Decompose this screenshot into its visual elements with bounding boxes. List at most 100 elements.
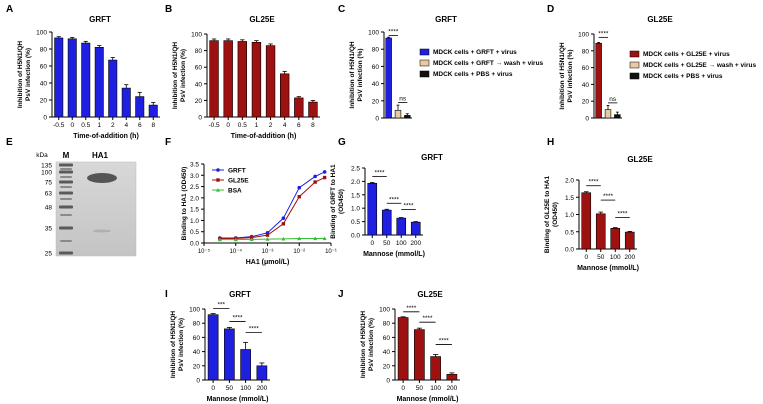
y-axis-label: Inhibition of H5N1/QH bbox=[170, 311, 177, 378]
bar bbox=[209, 40, 219, 118]
chart-title: GL25E bbox=[417, 290, 443, 299]
panel-letter-h: H bbox=[547, 137, 554, 148]
y-tick-label: 40 bbox=[40, 81, 48, 88]
bar bbox=[385, 37, 392, 119]
x-tick-label: 6 bbox=[138, 122, 142, 129]
bar bbox=[397, 317, 409, 381]
significance-label: **** bbox=[588, 179, 599, 186]
significance-label: **** bbox=[617, 211, 628, 218]
x-tick-label: 0 bbox=[211, 385, 215, 392]
x-axis-label: Mannose (mmol/L) bbox=[577, 265, 639, 272]
y-tick-label: 1.5 bbox=[190, 207, 199, 214]
y-axis-label: Inhibition of H5N1/QH bbox=[360, 311, 367, 378]
y-axis-label: PsV infection (%) bbox=[178, 318, 185, 371]
x-tick-label: 200 bbox=[446, 385, 457, 392]
data-point bbox=[249, 237, 254, 241]
legend-swatch bbox=[419, 48, 430, 56]
significance-label: **** bbox=[232, 314, 243, 321]
y-tick-label: 0 bbox=[198, 115, 202, 122]
x-tick-label: 10⁻¹ bbox=[325, 249, 337, 255]
y-axis-label: Binding to HA1 (OD450) bbox=[181, 167, 188, 241]
y-tick-label: 0.0 bbox=[351, 233, 360, 240]
y-tick-label: 60 bbox=[383, 335, 391, 342]
data-point bbox=[313, 174, 317, 179]
y-tick-label: 80 bbox=[383, 321, 391, 328]
y-tick-label: 80 bbox=[582, 48, 590, 55]
data-point bbox=[297, 185, 302, 190]
x-tick-label: 2 bbox=[111, 122, 115, 129]
x-tick-label: -0.5 bbox=[208, 122, 220, 129]
y-tick-label: 100 bbox=[379, 307, 390, 314]
significance-label: **** bbox=[603, 193, 614, 200]
panel-letter-j: J bbox=[338, 289, 344, 300]
bar bbox=[614, 114, 621, 119]
legend-label: MDCK cells + PBS + virus bbox=[643, 73, 723, 80]
y-tick-label: 40 bbox=[193, 349, 201, 356]
y-axis-label: PsV infection (%) bbox=[357, 48, 364, 101]
y-tick-label: 0.5 bbox=[190, 229, 199, 236]
y-tick-label: 20 bbox=[40, 98, 48, 105]
x-tick-label: 50 bbox=[226, 385, 234, 392]
y-tick-label: 2.0 bbox=[190, 195, 199, 202]
chart-title: GRFT bbox=[421, 153, 443, 162]
x-tick-label: 1 bbox=[97, 122, 101, 129]
y-tick-label: 0 bbox=[386, 378, 390, 385]
series-line-grft bbox=[219, 171, 325, 239]
panel-letter-g: G bbox=[338, 137, 346, 148]
y-axis-label: Inhibition of H5N1/QH bbox=[172, 42, 179, 109]
x-tick-label: 50 bbox=[416, 385, 424, 392]
y-tick-label: 1.0 bbox=[190, 218, 199, 225]
y-tick-label: 40 bbox=[582, 82, 590, 89]
bar bbox=[308, 101, 318, 118]
y-tick-label: 0 bbox=[43, 115, 47, 122]
chart-title: GRFT bbox=[229, 290, 251, 299]
x-tick-label: 100 bbox=[396, 240, 407, 247]
x-axis-label: Mannose (mmol/L) bbox=[363, 251, 425, 258]
bar bbox=[610, 228, 621, 250]
bar bbox=[581, 192, 592, 250]
bar bbox=[121, 87, 131, 118]
y-tick-label: 3.0 bbox=[190, 173, 199, 180]
bar bbox=[595, 213, 606, 250]
legend-label: GL25E bbox=[228, 178, 249, 185]
significance-label: **** bbox=[406, 305, 417, 312]
bar bbox=[224, 328, 235, 381]
y-tick-label: 0.5 bbox=[351, 219, 360, 226]
chart-title: GRFT bbox=[435, 15, 457, 24]
y-tick-label: 2.0 bbox=[351, 179, 360, 186]
y-tick-label: 0.0 bbox=[565, 247, 574, 254]
legend-label: MDCK cells + GL25E + virus bbox=[643, 51, 730, 58]
y-tick-label: 100 bbox=[36, 30, 47, 37]
bar bbox=[67, 38, 77, 118]
legend-swatch bbox=[629, 72, 640, 80]
legend-swatch bbox=[629, 50, 640, 58]
marker-band bbox=[60, 186, 72, 188]
marker-band bbox=[59, 163, 73, 167]
bar bbox=[265, 45, 276, 118]
y-tick-label: 20 bbox=[195, 98, 203, 105]
panel-letter-e: E bbox=[6, 137, 13, 148]
y-axis-label: PsV infection (%) bbox=[368, 318, 375, 371]
marker-band bbox=[59, 170, 73, 174]
panel-letter-c: C bbox=[338, 4, 345, 15]
bar bbox=[404, 115, 411, 119]
legend-swatch bbox=[419, 70, 430, 78]
x-tick-label: 50 bbox=[597, 254, 605, 261]
x-tick-label: 50 bbox=[383, 240, 391, 247]
legend-marker bbox=[216, 178, 220, 182]
x-tick-label: 10⁻⁴ bbox=[230, 248, 243, 255]
significance-label: **** bbox=[403, 203, 414, 210]
gel-marker-label: 100 bbox=[41, 170, 52, 177]
y-tick-label: 20 bbox=[582, 99, 590, 106]
significance-label: **** bbox=[598, 30, 609, 37]
x-tick-label: 0 bbox=[401, 385, 405, 392]
x-tick-label: -0.5 bbox=[53, 122, 65, 129]
bar bbox=[81, 42, 91, 118]
legend-label: GRFT bbox=[228, 168, 246, 175]
data-point bbox=[322, 236, 327, 241]
data-point bbox=[322, 170, 327, 174]
x-axis-label: HA1 (μmol/L) bbox=[246, 259, 290, 266]
x-tick-label: 0.5 bbox=[238, 122, 247, 129]
marker-band bbox=[59, 191, 73, 195]
